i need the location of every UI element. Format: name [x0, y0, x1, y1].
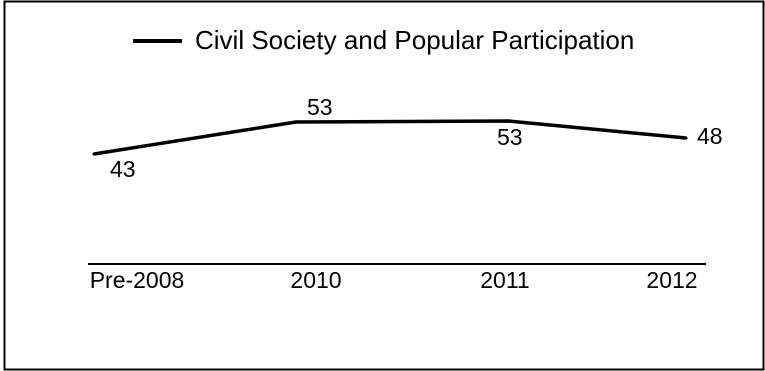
data-point [92, 152, 96, 156]
series-line [93, 119, 687, 156]
data-label: 48 [697, 123, 723, 149]
chart-frame [3, 0, 765, 371]
x-tick-label: 2010 [290, 267, 341, 293]
legend: Civil Society and Popular Participation [133, 25, 634, 55]
data-label: 43 [110, 156, 136, 182]
data-point [506, 119, 510, 123]
x-tick-label: 2011 [480, 267, 529, 293]
data-point [294, 120, 298, 124]
x-tick-label: Pre-2008 [90, 267, 185, 293]
series-civil-society [92, 119, 688, 156]
legend-label: Civil Society and Popular Participation [195, 25, 634, 55]
x-axis-tick-labels: Pre-2008 2010 2011 2012 [90, 267, 698, 293]
x-tick-label: 2012 [646, 267, 697, 293]
data-label: 53 [307, 94, 333, 120]
data-labels: 43 53 53 48 [110, 94, 723, 182]
data-point [684, 136, 688, 140]
data-label: 53 [497, 124, 523, 150]
